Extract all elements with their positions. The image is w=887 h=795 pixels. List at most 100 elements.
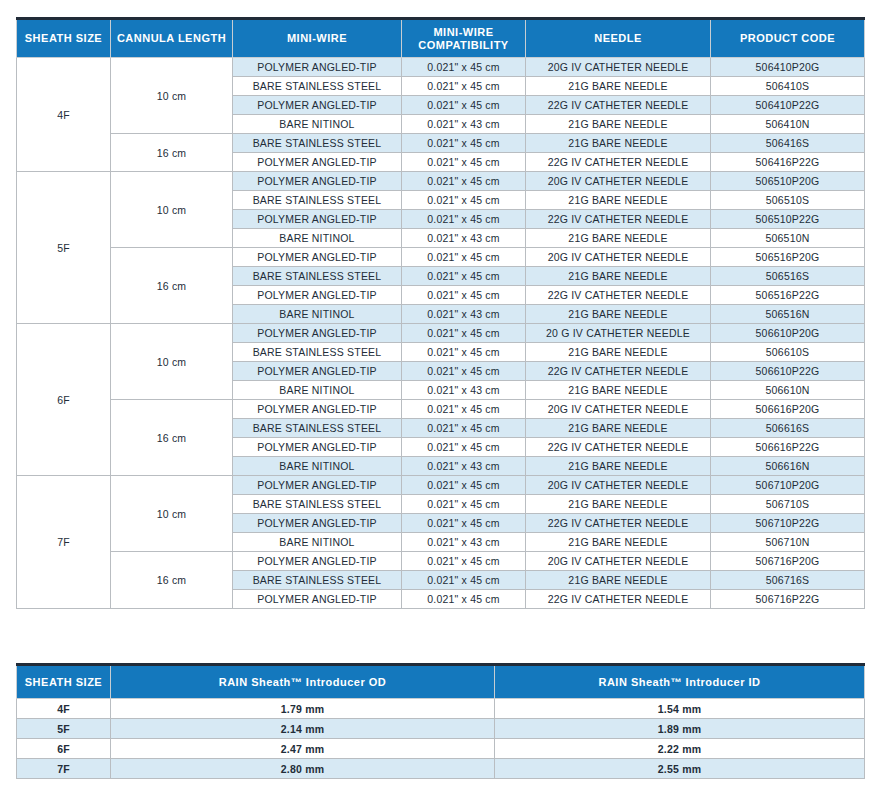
product-code-cell: 506710P22G: [711, 514, 865, 533]
mini-wire-cell: POLYMER ANGLED-TIP: [233, 514, 402, 533]
compatibility-cell: 0.021" x 45 cm: [402, 248, 526, 267]
product-code-cell: 506416P22G: [711, 153, 865, 172]
compatibility-cell: 0.021" x 45 cm: [402, 324, 526, 343]
mini-wire-cell: BARE STAINLESS STEEL: [233, 571, 402, 590]
spec-table-row: 16 cmPOLYMER ANGLED-TIP0.021" x 45 cm20G…: [17, 400, 865, 419]
size-table-body: 4F1.79 mm1.54 mm5F2.14 mm1.89 mm6F2.47 m…: [17, 699, 865, 779]
product-code-cell: 506716S: [711, 571, 865, 590]
mini-wire-cell: BARE NITINOL: [233, 115, 402, 134]
spec-column-header-needle: NEEDLE: [526, 19, 711, 58]
needle-cell: 21G BARE NEEDLE: [526, 77, 711, 96]
mini-wire-cell: BARE STAINLESS STEEL: [233, 419, 402, 438]
cannula-length-cell: 10 cm: [111, 58, 233, 134]
product-code-cell: 506410N: [711, 115, 865, 134]
compatibility-cell: 0.021" x 45 cm: [402, 77, 526, 96]
cannula-length-cell: 16 cm: [111, 134, 233, 172]
product-code-cell: 506616P20G: [711, 400, 865, 419]
mini-wire-cell: BARE NITINOL: [233, 381, 402, 400]
product-code-cell: 506610P20G: [711, 324, 865, 343]
introducer-id-cell: 1.54 mm: [495, 699, 865, 719]
mini-wire-cell: POLYMER ANGLED-TIP: [233, 590, 402, 609]
compatibility-cell: 0.021" x 45 cm: [402, 419, 526, 438]
sheath-size-cell: 4F: [17, 699, 111, 719]
needle-cell: 20 G IV CATHETER NEEDLE: [526, 324, 711, 343]
mini-wire-cell: BARE STAINLESS STEEL: [233, 77, 402, 96]
product-code-cell: 506716P20G: [711, 552, 865, 571]
size-column-header-sheath-size: SHEATH SIZE: [17, 665, 111, 699]
spec-table-row: 16 cmBARE STAINLESS STEEL0.021" x 45 cm2…: [17, 134, 865, 153]
mini-wire-cell: POLYMER ANGLED-TIP: [233, 400, 402, 419]
product-code-cell: 506710S: [711, 495, 865, 514]
compatibility-cell: 0.021" x 45 cm: [402, 514, 526, 533]
sheath-size-cell: 6F: [17, 739, 111, 759]
compatibility-cell: 0.021" x 45 cm: [402, 286, 526, 305]
mini-wire-cell: BARE STAINLESS STEEL: [233, 495, 402, 514]
introducer-od-cell: 2.47 mm: [111, 739, 495, 759]
introducer-id-cell: 2.55 mm: [495, 759, 865, 779]
compatibility-cell: 0.021" x 43 cm: [402, 229, 526, 248]
size-table-row: 6F2.47 mm2.22 mm: [17, 739, 865, 759]
needle-cell: 21G BARE NEEDLE: [526, 419, 711, 438]
product-code-cell: 506516P22G: [711, 286, 865, 305]
product-code-cell: 506610N: [711, 381, 865, 400]
sheath-size-cell: 5F: [17, 172, 111, 324]
compatibility-cell: 0.021" x 45 cm: [402, 571, 526, 590]
compatibility-cell: 0.021" x 43 cm: [402, 381, 526, 400]
size-table-row: 5F2.14 mm1.89 mm: [17, 719, 865, 739]
mini-wire-cell: POLYMER ANGLED-TIP: [233, 58, 402, 77]
needle-cell: 21G BARE NEEDLE: [526, 457, 711, 476]
spec-column-header-cannula-length: CANNULA LENGTH: [111, 19, 233, 58]
introducer-id-cell: 2.22 mm: [495, 739, 865, 759]
needle-cell: 21G BARE NEEDLE: [526, 115, 711, 134]
spec-table-header: SHEATH SIZECANNULA LENGTHMINI-WIREMINI-W…: [17, 19, 865, 58]
product-code-cell: 506416S: [711, 134, 865, 153]
size-column-header-introducer-id: RAIN Sheath™ Introducer ID: [495, 665, 865, 699]
product-code-cell: 506510P22G: [711, 210, 865, 229]
sheath-size-cell: 5F: [17, 719, 111, 739]
spec-table-body: 4F10 cmPOLYMER ANGLED-TIP0.021" x 45 cm2…: [17, 58, 865, 609]
needle-cell: 20G IV CATHETER NEEDLE: [526, 476, 711, 495]
mini-wire-cell: POLYMER ANGLED-TIP: [233, 552, 402, 571]
needle-cell: 22G IV CATHETER NEEDLE: [526, 514, 711, 533]
needle-cell: 21G BARE NEEDLE: [526, 134, 711, 153]
mini-wire-cell: POLYMER ANGLED-TIP: [233, 210, 402, 229]
product-code-cell: 506516P20G: [711, 248, 865, 267]
needle-cell: 22G IV CATHETER NEEDLE: [526, 438, 711, 457]
mini-wire-cell: POLYMER ANGLED-TIP: [233, 362, 402, 381]
product-code-cell: 506510S: [711, 191, 865, 210]
needle-cell: 20G IV CATHETER NEEDLE: [526, 400, 711, 419]
spec-table-row: 7F10 cmPOLYMER ANGLED-TIP0.021" x 45 cm2…: [17, 476, 865, 495]
needle-cell: 21G BARE NEEDLE: [526, 571, 711, 590]
mini-wire-cell: BARE NITINOL: [233, 229, 402, 248]
needle-cell: 22G IV CATHETER NEEDLE: [526, 210, 711, 229]
spec-column-header-mini-wire-compatibility: MINI-WIRE COMPATIBILITY: [402, 19, 526, 58]
introducer-od-cell: 1.79 mm: [111, 699, 495, 719]
introducer-od-cell: 2.14 mm: [111, 719, 495, 739]
needle-cell: 21G BARE NEEDLE: [526, 267, 711, 286]
product-spec-table: SHEATH SIZECANNULA LENGTHMINI-WIREMINI-W…: [16, 17, 865, 609]
compatibility-cell: 0.021" x 45 cm: [402, 134, 526, 153]
product-code-cell: 506410P22G: [711, 96, 865, 115]
mini-wire-cell: BARE NITINOL: [233, 533, 402, 552]
needle-cell: 20G IV CATHETER NEEDLE: [526, 248, 711, 267]
compatibility-cell: 0.021" x 43 cm: [402, 115, 526, 134]
product-code-cell: 506410P20G: [711, 58, 865, 77]
product-code-cell: 506510P20G: [711, 172, 865, 191]
page: SHEATH SIZECANNULA LENGTHMINI-WIREMINI-W…: [0, 0, 887, 795]
compatibility-cell: 0.021" x 45 cm: [402, 400, 526, 419]
needle-cell: 21G BARE NEEDLE: [526, 343, 711, 362]
cannula-length-cell: 16 cm: [111, 400, 233, 476]
size-table-header: SHEATH SIZERAIN Sheath™ Introducer ODRAI…: [17, 665, 865, 699]
needle-cell: 22G IV CATHETER NEEDLE: [526, 153, 711, 172]
product-code-cell: 506716P22G: [711, 590, 865, 609]
needle-cell: 21G BARE NEEDLE: [526, 229, 711, 248]
spec-table-row: 16 cmPOLYMER ANGLED-TIP0.021" x 45 cm20G…: [17, 248, 865, 267]
mini-wire-cell: POLYMER ANGLED-TIP: [233, 286, 402, 305]
spec-header-row: SHEATH SIZECANNULA LENGTHMINI-WIREMINI-W…: [17, 19, 865, 58]
product-code-cell: 506610S: [711, 343, 865, 362]
mini-wire-cell: BARE STAINLESS STEEL: [233, 343, 402, 362]
compatibility-cell: 0.021" x 45 cm: [402, 476, 526, 495]
compatibility-cell: 0.021" x 43 cm: [402, 305, 526, 324]
mini-wire-cell: POLYMER ANGLED-TIP: [233, 324, 402, 343]
cannula-length-cell: 10 cm: [111, 476, 233, 552]
